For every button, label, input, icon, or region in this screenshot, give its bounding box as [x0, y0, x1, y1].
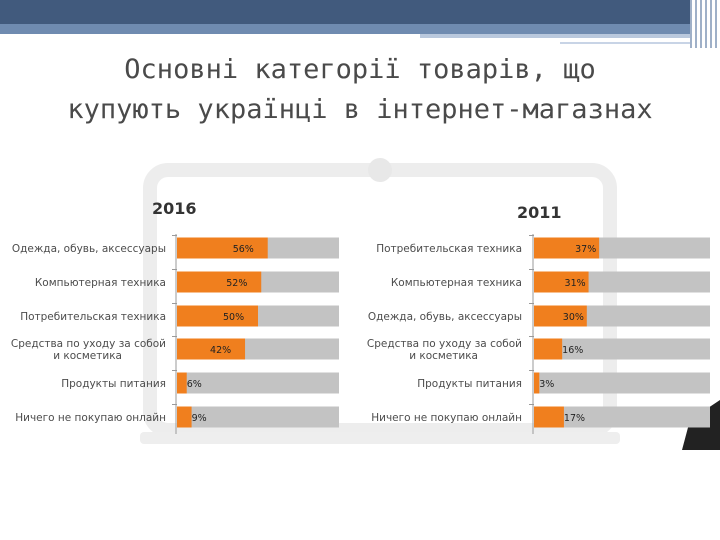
chart-title: 2011 [517, 203, 562, 222]
category-label: Потребительская техника [376, 243, 522, 255]
slide-title-line-2: купують українці в інтернет-магазнах [67, 94, 653, 125]
value-label: 56% [233, 244, 254, 255]
bar-track [534, 406, 710, 428]
bar-track [177, 372, 339, 394]
category-label: Продукты питания [417, 378, 522, 390]
category-label: Ничего не покупаю онлайн [15, 412, 166, 424]
chart-title: 2016 [152, 199, 197, 218]
header-band-dark [0, 0, 690, 24]
category-label: Средства по уходу за собой и косметика [11, 338, 166, 362]
bar [177, 406, 192, 428]
category-label: Одежда, обувь, аксессуары [12, 243, 166, 255]
category-label: Продукты питания [61, 378, 166, 390]
laptop-watermark [140, 158, 620, 444]
chart-panel-2011: 2011 Потребительская техника 37% Компьютерн… [367, 203, 710, 434]
value-label: 3% [539, 379, 554, 390]
value-label: 52% [226, 278, 247, 289]
bar [177, 271, 262, 293]
slide-title-line-1: Основні категорії товарів, що [124, 54, 596, 85]
bar-track [534, 372, 710, 394]
header-band-mid [0, 24, 690, 34]
header-band-thin [560, 42, 690, 44]
category-label: Компьютерная техника [391, 277, 522, 289]
bar [534, 338, 563, 360]
category-label: Одежда, обувь, аксессуары [368, 311, 522, 323]
value-label: 6% [187, 379, 202, 390]
bar-track [534, 338, 710, 360]
value-label: 9% [192, 413, 207, 424]
header-vertical-stripes [690, 0, 720, 48]
slide-header-decoration [0, 0, 720, 48]
bar [534, 406, 564, 428]
bar [177, 237, 268, 259]
value-label: 30% [563, 312, 584, 323]
category-label: Потребительская техника [20, 311, 166, 323]
value-label: 17% [564, 413, 585, 424]
bar [177, 338, 246, 360]
bar [534, 271, 589, 293]
bar [177, 372, 187, 394]
header-band-light [420, 34, 690, 38]
bar [534, 372, 540, 394]
category-label: Компьютерная техника [35, 277, 166, 289]
chart-panel-2016: 2016 Одежда, обувь, аксессуары 56% Компьюте… [11, 199, 339, 434]
value-label: 16% [562, 345, 583, 356]
comparison-bar-chart: 2016 Одежда, обувь, аксессуары 56% Компьюте… [11, 158, 720, 450]
bar [177, 305, 258, 327]
value-label: 31% [565, 278, 586, 289]
value-label: 37% [575, 244, 596, 255]
value-label: 42% [210, 345, 231, 356]
bar [534, 305, 587, 327]
bar [534, 237, 600, 259]
category-label: Средства по уходу за собой и косметика [367, 338, 522, 362]
slide-title: Основні категорії товарів, що купують ук… [0, 50, 720, 130]
category-label: Ничего не покупаю онлайн [371, 412, 522, 424]
bar-track [177, 406, 339, 428]
value-label: 50% [223, 312, 244, 323]
